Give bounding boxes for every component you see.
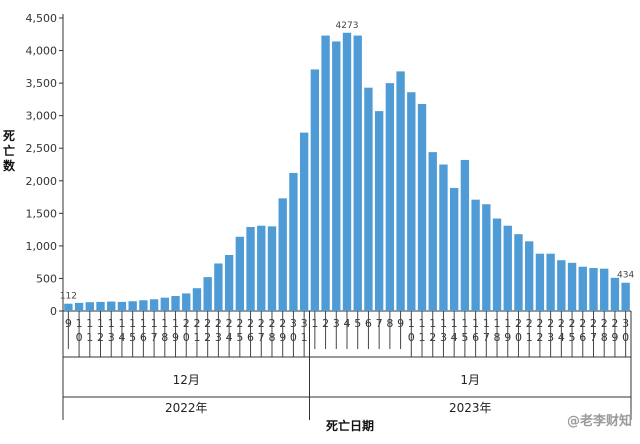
bar xyxy=(149,299,159,311)
y-tick-label: 4,500 xyxy=(26,12,58,25)
bar xyxy=(246,227,255,311)
y-tick-label: 4,000 xyxy=(26,45,58,58)
bar xyxy=(74,302,84,311)
year-group-label: 2022年 xyxy=(165,401,208,415)
bar xyxy=(525,241,534,311)
y-axis-label: 死亡数 xyxy=(3,129,16,173)
bar xyxy=(171,296,180,311)
bar xyxy=(128,301,137,311)
y-tick-label: 500 xyxy=(36,272,57,285)
bar xyxy=(492,218,502,311)
y-axis-label-char: 数 xyxy=(3,158,16,173)
data-label: 434 xyxy=(617,271,634,281)
data-label: 4273 xyxy=(336,21,359,31)
bar xyxy=(546,253,555,311)
bar xyxy=(342,32,352,312)
bar xyxy=(364,87,373,312)
bar xyxy=(589,268,598,311)
bar xyxy=(203,277,212,311)
bar xyxy=(407,92,416,311)
y-tick-label: 3,000 xyxy=(26,110,58,123)
bar xyxy=(267,226,277,311)
bar xyxy=(374,111,384,311)
bar xyxy=(235,236,245,311)
bar xyxy=(85,302,94,311)
bar xyxy=(460,159,470,311)
bar xyxy=(192,288,202,311)
bar xyxy=(567,262,577,311)
bar xyxy=(600,268,609,311)
y-tick-label: 1,000 xyxy=(26,240,58,253)
bar xyxy=(257,225,266,311)
bar xyxy=(417,103,427,312)
bar xyxy=(96,301,105,311)
y-tick-label: 1,500 xyxy=(26,207,58,220)
month-group-label: 1月 xyxy=(460,373,480,387)
bar xyxy=(310,69,320,311)
year-group-label: 2023年 xyxy=(449,401,492,415)
bar xyxy=(278,198,287,311)
x-axis-label: 死亡日期 xyxy=(326,418,374,433)
bar xyxy=(514,234,523,311)
bar xyxy=(471,199,480,311)
y-axis-label-char: 亡 xyxy=(3,143,15,158)
bar xyxy=(321,35,330,311)
bar xyxy=(557,260,566,311)
bar xyxy=(428,152,437,311)
bar xyxy=(396,71,405,311)
bar xyxy=(610,277,620,311)
bar xyxy=(578,266,587,311)
bar xyxy=(64,303,73,311)
bar xyxy=(214,263,223,311)
bar xyxy=(482,204,491,311)
bar xyxy=(160,297,169,311)
bar xyxy=(299,132,309,311)
bar xyxy=(224,255,234,311)
bar xyxy=(439,164,448,311)
bar xyxy=(449,187,459,311)
data-label: 112 xyxy=(60,292,77,302)
y-tick-label: 3,500 xyxy=(26,77,58,90)
month-group-label: 12月 xyxy=(173,373,200,387)
bar xyxy=(117,301,127,311)
bar xyxy=(535,253,545,311)
bar xyxy=(182,293,191,311)
y-tick-label: 0 xyxy=(50,305,57,318)
bar xyxy=(353,35,362,311)
y-tick-label: 2,000 xyxy=(26,175,58,188)
bar xyxy=(621,282,630,311)
y-axis-label-char: 死 xyxy=(3,129,15,143)
y-tick-label: 2,500 xyxy=(26,142,58,155)
bar xyxy=(332,41,341,311)
bar xyxy=(503,225,512,311)
bar xyxy=(385,83,395,311)
bar xyxy=(139,300,148,311)
watermark: @老李财知 xyxy=(567,413,632,429)
bar xyxy=(289,172,298,311)
bar xyxy=(107,301,116,311)
